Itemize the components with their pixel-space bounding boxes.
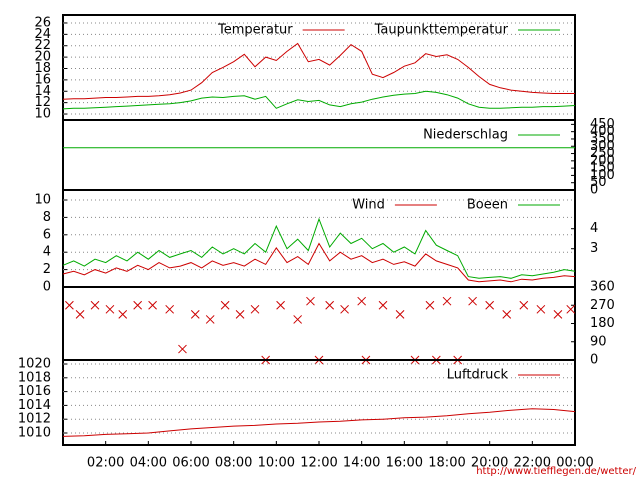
point xyxy=(105,304,115,314)
point xyxy=(65,300,74,310)
y-tick-label: 10 xyxy=(34,107,51,122)
y2-tick-label: 360 xyxy=(590,280,615,295)
point xyxy=(148,300,157,310)
point xyxy=(276,300,285,310)
point xyxy=(340,304,349,314)
y2-tick-label: 90 xyxy=(590,334,607,349)
y-tick-label: 0 xyxy=(43,280,51,295)
y2-tick-label: 3 xyxy=(590,241,598,256)
x-tick-label: 00:00 xyxy=(556,456,593,471)
y2-tick-label: 350 xyxy=(590,131,615,146)
point xyxy=(75,310,85,319)
y-tick-label: 1010 xyxy=(18,425,51,440)
y2-tick-label: 450 xyxy=(590,117,615,132)
legend-label: Temperatur xyxy=(217,23,293,38)
y-tick-label: 1020 xyxy=(18,357,51,372)
point xyxy=(519,300,529,310)
point xyxy=(178,344,187,354)
point xyxy=(190,310,200,319)
point xyxy=(566,304,576,314)
y2-tick-label: 0 xyxy=(590,353,598,368)
y-tick-label: 20 xyxy=(34,50,51,65)
y-tick-label: 6 xyxy=(43,227,51,242)
legend-label: Luftdruck xyxy=(447,368,509,383)
point xyxy=(205,315,215,324)
x-tick-label: 16:00 xyxy=(386,456,423,471)
y-tick-label: 8 xyxy=(43,210,51,225)
y-tick-label: 26 xyxy=(34,15,51,30)
y2-tick-label: 180 xyxy=(590,316,615,331)
legend-label: Niederschlag xyxy=(423,128,508,143)
point xyxy=(485,300,495,310)
point xyxy=(235,310,245,319)
series-line xyxy=(62,90,576,110)
point xyxy=(220,300,230,310)
point xyxy=(395,310,405,319)
x-tick-label: 22:00 xyxy=(514,456,551,471)
y-tick-label: 14 xyxy=(34,84,51,99)
point xyxy=(425,300,435,310)
y-tick-label: 24 xyxy=(34,27,51,42)
point xyxy=(378,300,388,310)
y2-tick-label: 200 xyxy=(590,153,615,168)
y2-tick-label: 300 xyxy=(590,139,615,154)
y-tick-label: 12 xyxy=(34,95,51,110)
point xyxy=(468,296,477,306)
point xyxy=(293,315,303,324)
point xyxy=(357,296,367,306)
point xyxy=(553,310,563,319)
legend-label: Taupunkttemperatur xyxy=(374,23,509,38)
y-tick-label: 22 xyxy=(34,38,51,53)
y2-tick-label: 50 xyxy=(590,175,607,190)
y-tick-label: 18 xyxy=(34,61,51,76)
point xyxy=(118,310,128,319)
legend-label: Boeen xyxy=(467,198,508,213)
series-line xyxy=(62,42,575,100)
point xyxy=(250,304,260,314)
x-tick-label: 18:00 xyxy=(428,456,465,471)
y2-tick-label: 400 xyxy=(590,124,615,139)
y2-tick-label: 270 xyxy=(590,298,615,313)
y-tick-label: 16 xyxy=(34,72,51,87)
y2-tick-label: 250 xyxy=(590,146,615,161)
y-tick-label: 1016 xyxy=(18,384,51,399)
point xyxy=(133,300,143,310)
y-tick-label: 1018 xyxy=(18,370,51,385)
y2-tick-label: 4 xyxy=(590,221,598,236)
series-line xyxy=(62,408,576,437)
x-tick-label: 10:00 xyxy=(258,456,295,471)
y-tick-label: 1012 xyxy=(18,412,51,427)
x-tick-label: 02:00 xyxy=(87,456,124,471)
y2-tick-label: 0 xyxy=(590,183,598,198)
y-tick-label: 10 xyxy=(34,193,51,208)
point xyxy=(442,296,452,306)
x-tick-label: 12:00 xyxy=(300,456,337,471)
point xyxy=(165,304,175,314)
legend-label: Wind xyxy=(352,198,385,213)
source-url: http://www.tiefflegen.de/wetter/ xyxy=(476,466,636,477)
x-tick-label: 20:00 xyxy=(471,456,508,471)
x-tick-label: 08:00 xyxy=(215,456,252,471)
x-tick-label: 06:00 xyxy=(172,456,209,471)
y-tick-label: 2 xyxy=(43,262,51,277)
y-tick-label: 4 xyxy=(43,245,51,260)
point xyxy=(325,300,335,310)
point xyxy=(90,300,100,310)
x-tick-label: 04:00 xyxy=(130,456,167,471)
series-line xyxy=(62,217,576,279)
point xyxy=(536,304,546,314)
y2-tick-label: 150 xyxy=(590,161,615,176)
x-tick-label: 14:00 xyxy=(343,456,380,471)
series-line xyxy=(62,242,576,283)
y2-tick-label: 100 xyxy=(590,168,615,183)
point xyxy=(306,296,315,306)
y-tick-label: 1014 xyxy=(18,398,51,413)
point xyxy=(502,310,512,319)
